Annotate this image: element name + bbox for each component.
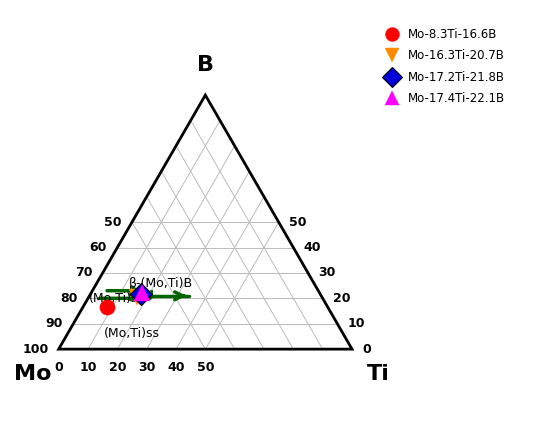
Text: 10: 10 [79, 361, 97, 374]
Text: 50: 50 [104, 215, 122, 229]
Text: 50: 50 [196, 361, 214, 374]
Text: 0: 0 [362, 343, 371, 355]
Text: 10: 10 [348, 317, 365, 330]
Text: 0: 0 [54, 361, 63, 374]
Text: (Mo,Ti)ss: (Mo,Ti)ss [104, 327, 160, 340]
Text: 60: 60 [90, 241, 107, 254]
Legend: Mo-8.3Ti-16.6B, Mo-16.3Ti-20.7B, Mo-17.2Ti-21.8B, Mo-17.4Ti-22.1B: Mo-8.3Ti-16.6B, Mo-16.3Ti-20.7B, Mo-17.2… [380, 28, 505, 105]
Text: 50: 50 [289, 215, 306, 229]
Text: 30: 30 [138, 361, 155, 374]
Text: (Mo,Ti)₂B: (Mo,Ti)₂B [89, 292, 146, 305]
Text: 80: 80 [60, 292, 78, 305]
Text: 90: 90 [46, 317, 63, 330]
Text: B: B [197, 54, 214, 74]
Text: 40: 40 [167, 361, 185, 374]
Text: 40: 40 [304, 241, 321, 254]
Text: Ti: Ti [367, 364, 390, 384]
Text: 20: 20 [333, 292, 350, 305]
Text: 20: 20 [108, 361, 126, 374]
Text: Mo: Mo [14, 364, 51, 384]
Text: 30: 30 [318, 266, 336, 280]
Text: β-(Mo,Ti)B: β-(Mo,Ti)B [129, 277, 194, 289]
Text: 70: 70 [75, 266, 92, 280]
Text: 100: 100 [22, 343, 48, 355]
Text: U: U [142, 289, 154, 303]
